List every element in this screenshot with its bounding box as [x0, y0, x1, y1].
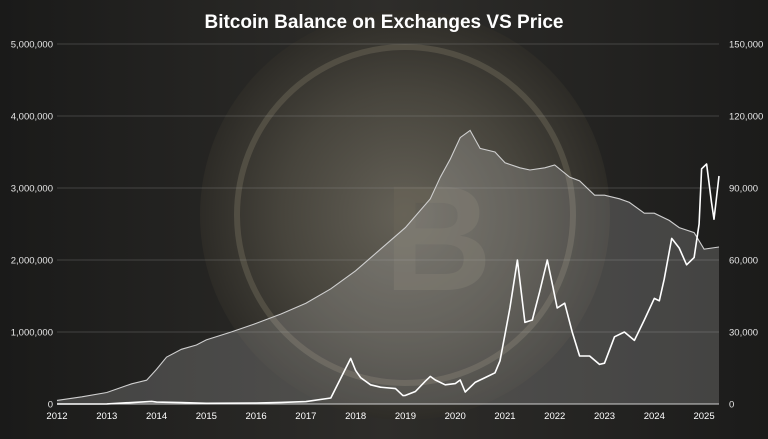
x-tick-label: 2019: [395, 411, 416, 422]
balance-line: [56, 129, 720, 401]
y-right-tick-label: 120,000: [729, 112, 763, 123]
x-tick-label: 2017: [295, 411, 316, 422]
x-tick-label: 2025: [693, 411, 714, 422]
x-tick-label: 2018: [345, 411, 366, 422]
coin-ring: [234, 44, 576, 386]
x-tick-label: 2012: [46, 411, 67, 422]
y-left-tick-label: 1,000,000: [11, 328, 53, 339]
price-line: [56, 163, 720, 405]
balance-area: [57, 130, 719, 404]
x-tick-label: 2014: [146, 411, 167, 422]
x-tick-label: 2013: [96, 411, 117, 422]
y-left-tick-label: 5,000,000: [11, 40, 53, 51]
y-left-tick-label: 4,000,000: [11, 112, 53, 123]
chart-title: Bitcoin Balance on Exchanges VS Price: [204, 12, 563, 33]
y-right-tick-label: 30,000: [729, 328, 758, 339]
x-tick-label: 2015: [196, 411, 217, 422]
series-layer: [56, 129, 720, 405]
x-tick-label: 2023: [594, 411, 615, 422]
y-right-tick-label: 0: [729, 400, 734, 411]
x-tick-label: 2020: [445, 411, 466, 422]
gridlines: [57, 43, 719, 405]
y-right-tick-label: 90,000: [729, 184, 758, 195]
y-left-tick-label: 2,000,000: [11, 256, 53, 267]
x-tick-label: 2021: [494, 411, 515, 422]
y-left-tick-label: 3,000,000: [11, 184, 53, 195]
y-right-tick-label: 60,000: [729, 256, 758, 267]
x-tick-label: 2022: [544, 411, 565, 422]
x-tick-label: 2024: [644, 411, 665, 422]
y-left-tick-label: 0: [48, 400, 53, 411]
x-tick-label: 2016: [246, 411, 267, 422]
y-right-tick-label: 150,000: [729, 40, 763, 51]
axis-labels: 0 1,000,000 2,000,000 3,000,000 4,000,000 5,0…: [11, 40, 764, 423]
